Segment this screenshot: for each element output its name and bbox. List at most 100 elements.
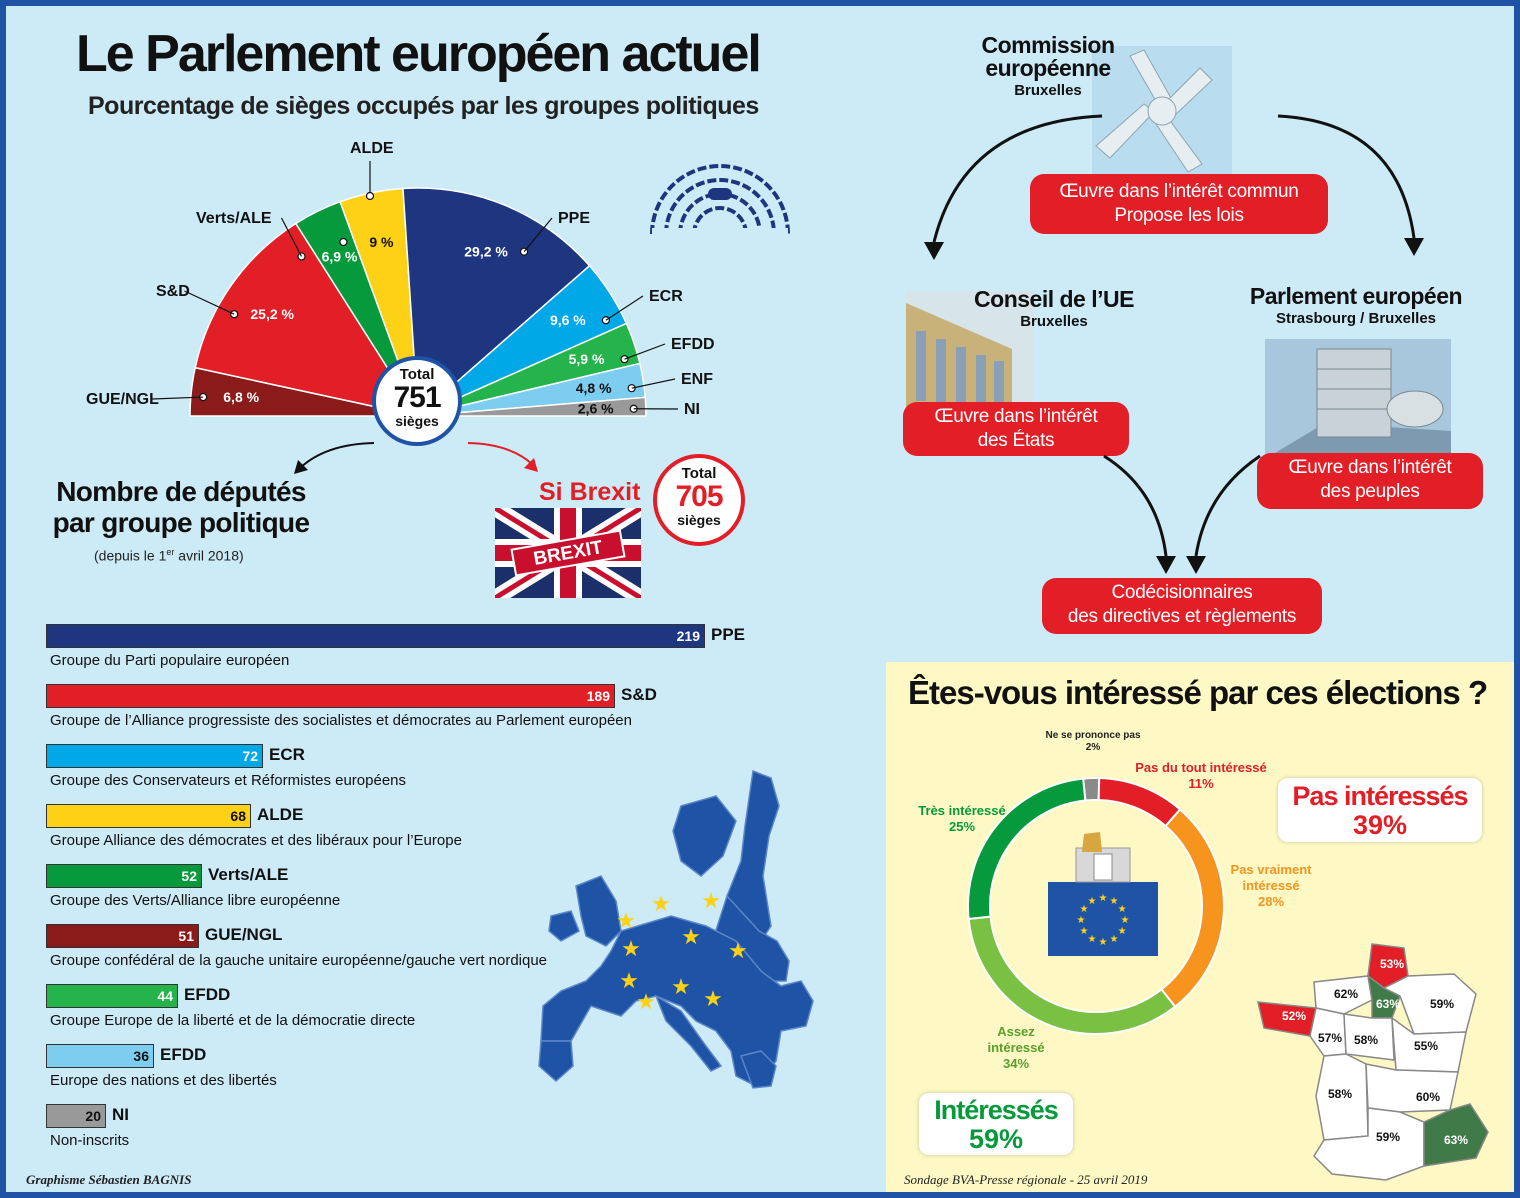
total-seats-badge: Total 751 sièges [372,356,462,446]
hemicycle-group-label: ENF [681,371,713,388]
bar-description: Groupe Alliance des démocrates et des li… [50,832,462,849]
label-pas-du-tout: Pas du tout intéressé 11% [1135,760,1267,791]
bar-value: 52 [181,868,197,884]
poll-slice [1160,808,1225,1009]
credit-poll: Sondage BVA-Presse régionale - 25 avril … [904,1172,1148,1187]
bar-description: Groupe des Verts/Alliance libre européen… [50,892,341,909]
bar-category: GUE/NGL [205,925,283,944]
eu-star-icon: ★ [1099,893,1108,904]
parlement-city: Strasbourg / Bruxelles [1275,310,1437,327]
hemicycle-value-label: 9,6 % [550,312,586,328]
bar-value: 51 [178,928,194,944]
eu-star-icon: ★ [1110,934,1119,945]
parlement-block: Parlement européen Strasbourg / Bruxelle… [1236,283,1476,327]
hemicycle-group-label: Verts/ALE [196,210,272,227]
page-title: Le Parlement européen actuel [76,25,762,83]
brexit-total-badge: Total 705 sièges [653,454,745,546]
bar-value: 72 [242,748,258,764]
bar-description: Groupe de l’Alliance progressiste des so… [50,712,632,729]
hand-icon [1082,832,1102,852]
bar-value: 36 [133,1048,149,1064]
leader-dot [365,191,375,201]
bar-value: 20 [85,1108,101,1124]
parlement-building-image [1265,339,1451,459]
conseil-city: Bruxelles [1020,313,1088,330]
bar-description: Groupe des Conservateurs et Réformistes … [50,772,407,789]
bar-description: Groupe confédéral de la gauche unitaire … [50,952,548,969]
conseil-block: Conseil de l’UE Bruxelles [964,286,1144,330]
eu-map-image: ★★★ ★★★ ★★ ★ ★ [538,769,814,1089]
brexit-flag-image: BREXIT [495,508,641,598]
brexit-total-label: Total [681,465,717,482]
bar-category: EFDD [160,1045,207,1064]
leader-dot [620,355,629,364]
label-tres: Très intéressé 25% [918,803,1006,834]
commission-block: Commission européenne Bruxelles [958,32,1138,99]
svg-text:★: ★ [728,939,748,964]
deputes-title: Nombre de députés par groupe politique [52,476,310,538]
hemicycle-value-label: 25,2 % [250,306,294,322]
label-pas-vraiment: Pas vraiment intéressé 28% [1230,862,1312,909]
eu-star-icon: ★ [1079,926,1088,937]
leader-line [184,290,235,315]
brexit-label: Si Brexit [539,478,641,506]
hemicycle-group-label: PPE [558,210,590,227]
commission-title-2: européenne [985,55,1111,81]
conseil-building-image [906,291,1034,411]
ballot-paper-icon [1093,853,1113,881]
label-ne-se-prononce: Ne se prononce pas 2% [1045,730,1141,753]
bar-category: NI [112,1105,129,1124]
region-value-label: 60% [1416,1090,1440,1104]
bar-description: Europe des nations et des libertés [50,1072,277,1089]
eu-star-icon: ★ [1088,896,1097,907]
svg-text:★: ★ [701,889,721,914]
label-assez: Assez intéressé 34% [987,1024,1045,1071]
region-value-label: 58% [1354,1033,1378,1047]
poll-title: Êtes-vous intéressé par ces élections ? [908,674,1488,711]
deputes-note: (depuis le 1er avril 2018) [94,547,244,564]
ballot-box-icon [1048,882,1158,956]
hemicycle-group-label: GUE/NGL [86,391,159,408]
region-value-label: 59% [1376,1130,1400,1144]
bar-value: 44 [157,988,173,1004]
svg-text:★: ★ [681,925,701,950]
france-regions-map: 53% 62% 63% 59% 52% 57% 58% 55% 58% 60% 59% 63% [1257,943,1489,1181]
hemicycle-value-label: 6,8 % [223,389,259,405]
region-value-label: 63% [1444,1133,1468,1147]
bar-value: 68 [230,808,246,824]
hemicycle-group-label: S&D [156,283,190,300]
hemicycle-group-label: ALDE [350,140,394,157]
region-value-label: 58% [1328,1087,1352,1101]
hemicycle-value-label: 29,2 % [464,244,508,260]
total-unit: sièges [395,413,439,429]
bar-fill: 68 [46,804,251,828]
region-value-label: 63% [1376,997,1400,1011]
bar-value: 219 [676,628,700,644]
hemicycle-icon [650,164,790,238]
hemicycle-group-label: NI [684,401,700,418]
bar-category: PPE [711,625,746,644]
parlement-title: Parlement européen [1249,283,1463,309]
hemicycle-group-label: EFDD [671,336,715,353]
hemicycle-value-label: 4,8 % [576,380,612,396]
commission-role-box: Œuvre dans l’intérêt commun Propose les … [1030,174,1328,234]
bar-fill: 36 [46,1044,154,1068]
bar-description: Groupe du Parti populaire européen [50,652,290,669]
parlement-role-box: Œuvre dans l’intérêt des peuples [1257,453,1483,509]
bar-fill: 44 [46,984,178,1008]
credit-graphics: Graphisme Sébastien BAGNIS [26,1172,192,1187]
hemicycle-value-label: 6,9 % [322,248,358,264]
region-value-label: 55% [1414,1039,1438,1053]
eu-star-icon: ★ [1099,937,1108,948]
svg-text:★: ★ [619,969,639,994]
leader-line [152,396,204,400]
hemicycle-value-label: 9 % [369,234,394,250]
conseil-role-box: Œuvre dans l’intérêt des États [903,402,1129,456]
total-label: Total [399,366,435,383]
svg-text:★: ★ [651,892,671,917]
bar-category: ECR [269,745,305,764]
commission-city: Bruxelles [1014,82,1082,99]
commission-building-image [1092,46,1232,176]
bar-category: EFDD [184,985,231,1004]
